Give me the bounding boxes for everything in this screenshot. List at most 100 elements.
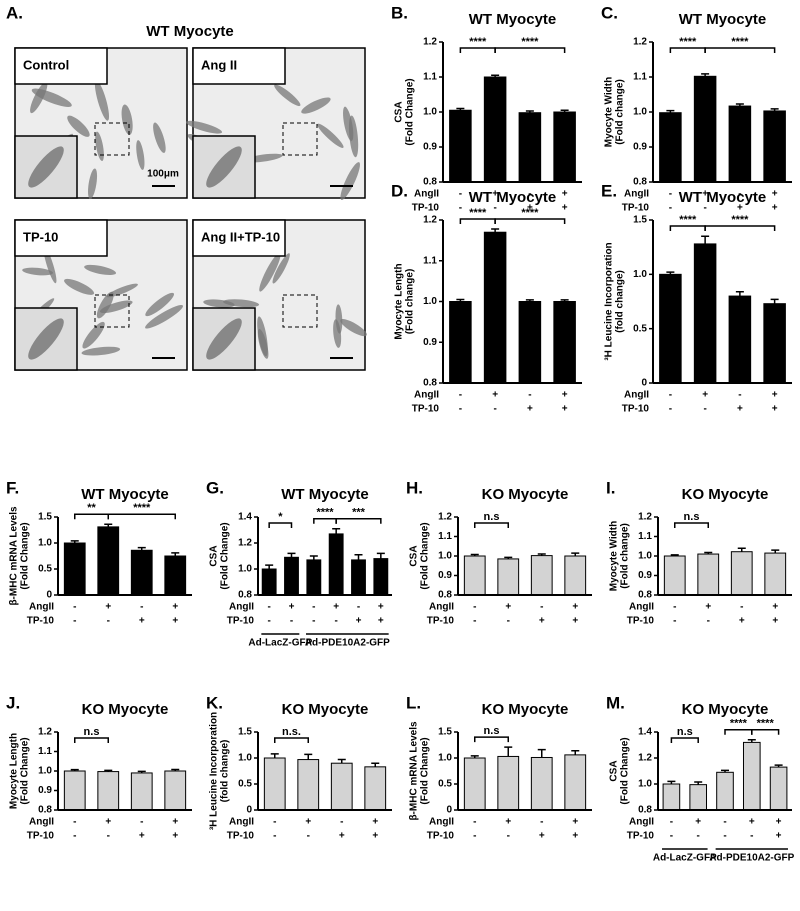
cell — [145, 292, 175, 317]
panel-letter: G. — [206, 478, 224, 497]
condition-value: - — [669, 203, 672, 214]
significance-bracket — [274, 737, 309, 743]
condition-name: AngII — [229, 602, 254, 613]
condition-value: - — [340, 817, 343, 828]
condition-value: + — [505, 817, 511, 828]
significance-bracket — [704, 47, 776, 53]
cell — [257, 328, 269, 359]
error-bar — [771, 549, 780, 554]
y-tick-label: 0.9 — [423, 337, 437, 348]
inset-cell — [28, 318, 64, 360]
error-bar — [287, 552, 296, 558]
cell — [84, 264, 117, 276]
y-tick-label: 0.9 — [638, 570, 652, 581]
error-bar — [70, 540, 79, 543]
condition-value: + — [562, 203, 568, 214]
condition-value: + — [737, 203, 743, 214]
condition-name: AngII — [414, 189, 439, 200]
condition-value: - — [669, 189, 672, 200]
cell — [203, 299, 235, 308]
bar — [130, 549, 153, 596]
condition-value: - — [459, 189, 462, 200]
condition-value: + — [562, 390, 568, 401]
label-box — [14, 47, 108, 85]
condition-name: TP-10 — [412, 404, 440, 415]
condition-value: + — [492, 189, 498, 200]
bar — [697, 553, 720, 596]
condition-name: AngII — [629, 602, 654, 613]
bar — [728, 295, 752, 384]
label-box — [14, 219, 108, 257]
bar — [97, 771, 120, 811]
condition-value: + — [139, 616, 145, 627]
cell — [64, 278, 95, 295]
y-tick-label: 1.0 — [438, 753, 452, 764]
condition-value: + — [572, 831, 578, 842]
condition-value: - — [267, 602, 270, 613]
condition-value: - — [357, 602, 360, 613]
inset-cell — [206, 146, 242, 188]
condition-value: - — [107, 831, 110, 842]
cell — [22, 267, 54, 276]
bar — [306, 559, 322, 596]
error-bar — [137, 770, 146, 773]
panel-letter: C. — [601, 3, 618, 22]
y-axis-label: (Fold Change) — [220, 522, 231, 589]
error-bar — [694, 781, 703, 785]
significance-label: **** — [679, 36, 697, 48]
error-bar — [332, 527, 341, 534]
y-tick-label: 0.8 — [633, 177, 647, 188]
significance-bracket — [494, 47, 566, 53]
condition-value: - — [473, 817, 476, 828]
condition-value: + — [105, 602, 111, 613]
condition-value: - — [312, 616, 315, 627]
cell — [259, 252, 281, 292]
cell — [106, 283, 138, 298]
panel-title: WT Myocyte — [469, 189, 557, 206]
error-bar — [504, 746, 513, 757]
bar — [63, 542, 86, 596]
y-tick-label: 0.9 — [38, 785, 52, 796]
y-axis-label: Myocyte Width — [609, 521, 620, 591]
error-bar — [525, 110, 534, 113]
condition-name: AngII — [29, 817, 54, 828]
condition-value: + — [305, 817, 311, 828]
bar — [449, 301, 472, 384]
condition-value: + — [372, 817, 378, 828]
error-bar — [667, 780, 676, 784]
zoom-box — [94, 122, 130, 156]
y-tick-label: 0.5 — [238, 779, 252, 790]
condition-value: + — [172, 616, 178, 627]
y-tick-label: 1.0 — [238, 753, 252, 764]
condition-value: - — [334, 616, 337, 627]
condition-name: AngII — [429, 602, 454, 613]
bar — [518, 112, 542, 183]
y-tick-label: 1.1 — [38, 746, 52, 757]
condition-value: - — [290, 616, 293, 627]
y-tick-label: 1.0 — [423, 107, 437, 118]
y-axis-label: (Fold Change) — [20, 737, 31, 804]
condition-value: + — [172, 831, 178, 842]
y-tick-label: 1.4 — [238, 512, 252, 523]
condition-value: - — [540, 602, 543, 613]
significance-bracket — [313, 517, 337, 524]
error-bar — [491, 74, 500, 77]
error-bar — [571, 749, 580, 755]
y-tick-label: 0.5 — [438, 779, 452, 790]
y-axis-label: (Fold Change) — [620, 737, 631, 804]
y-axis-label: β-MHC mRNA Levels — [9, 506, 20, 606]
error-bar — [137, 546, 146, 551]
cell — [88, 168, 98, 200]
bar — [763, 303, 786, 384]
y-tick-label: 0.8 — [423, 378, 437, 389]
significance-bracket — [474, 736, 509, 743]
condition-value: - — [528, 390, 531, 401]
error-bar — [104, 523, 113, 527]
y-tick-label: 1.2 — [638, 512, 652, 523]
y-axis-label: Myocyte Width — [604, 77, 615, 147]
cell — [67, 115, 90, 137]
condition-value: - — [740, 602, 743, 613]
error-bar — [371, 762, 380, 767]
image-label: TP-10 — [23, 229, 58, 244]
significance-bracket — [459, 47, 496, 53]
